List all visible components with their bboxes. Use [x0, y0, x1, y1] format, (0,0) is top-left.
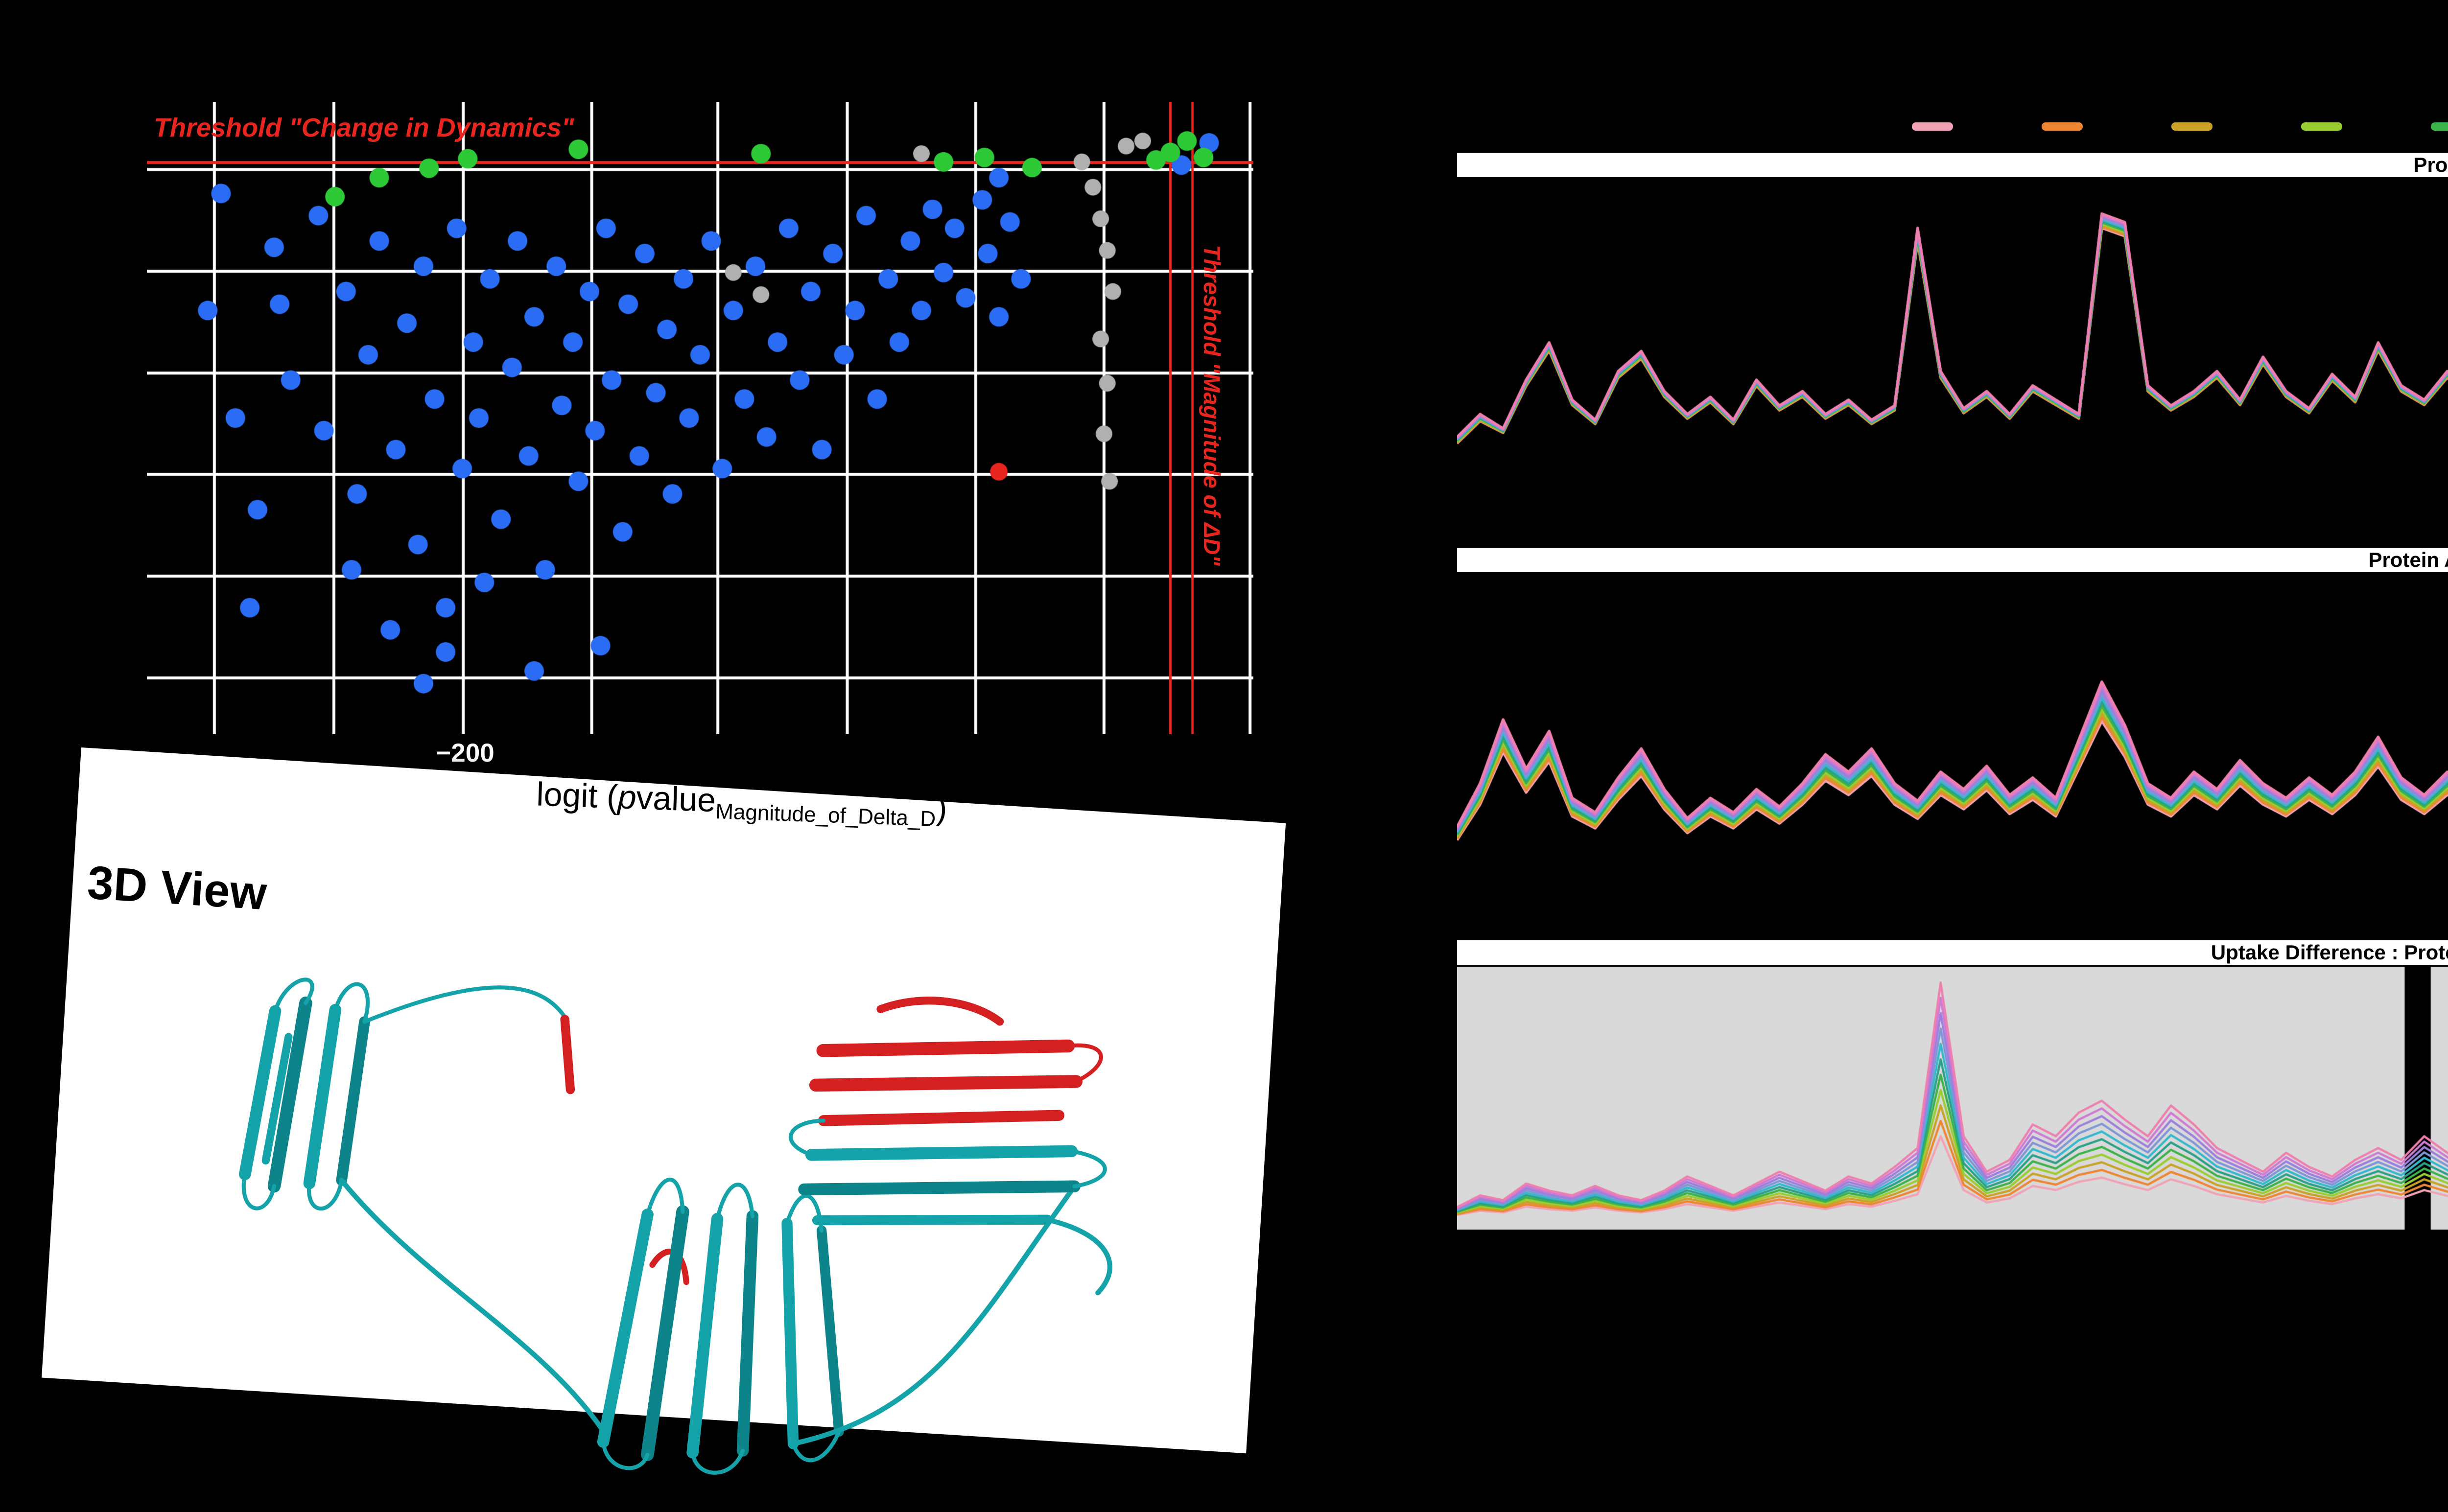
- titlebar-uptake-difference: Uptake Difference : Protein A - (Protein…: [1457, 940, 2448, 965]
- volcano-plot-canvas[interactable]: [147, 102, 1253, 734]
- 3d-view-panel: 3D View: [42, 747, 1286, 1475]
- legend-timepoint-dash[interactable]: [2301, 122, 2342, 131]
- legend-timepoint-dash[interactable]: [2171, 122, 2213, 131]
- axis-label-prefix: logit (: [536, 775, 619, 816]
- titlebar-protein-a-ligand: Protein A + Ligand: [1457, 548, 2448, 572]
- volcano-x-tick: −200: [436, 739, 494, 768]
- chart-uptake-difference[interactable]: [1457, 967, 2448, 1230]
- axis-label-value: value: [636, 779, 717, 819]
- panel-title-protein-a: Protein A: [2413, 153, 2448, 176]
- 3d-view-title: 3D View: [86, 856, 268, 920]
- threshold-change-in-dynamics-label: Threshold "Change in Dynamics": [154, 113, 574, 142]
- chart-protein-a[interactable]: [1457, 179, 2448, 524]
- panel-title-protein-a-ligand: Protein A + Ligand: [2368, 548, 2448, 571]
- legend-timepoint-dash[interactable]: [1912, 122, 1953, 131]
- threshold-magnitude-label: Threshold "Magnitude of ΔD": [1199, 245, 1225, 566]
- panel-title-uptake-difference: Uptake Difference : Protein A - (Protein…: [2211, 941, 2448, 964]
- legend-timepoint-dash[interactable]: [2431, 122, 2448, 131]
- axis-label-p: p: [617, 778, 637, 816]
- axis-label-suffix: ): [935, 789, 948, 827]
- protein-3d-structure[interactable]: [150, 935, 1184, 1507]
- volcano-plot-panel: Threshold "Change in Dynamics" Threshold…: [147, 102, 1253, 768]
- page-root: { "volcano": { "threshold_change_label":…: [42, 102, 2448, 1475]
- chart-protein-a-ligand[interactable]: [1457, 574, 2448, 924]
- legend-timepoint-dash[interactable]: [2042, 122, 2083, 131]
- timepoint-legend[interactable]: [1912, 122, 2448, 132]
- titlebar-protein-a: Protein A: [1457, 153, 2448, 177]
